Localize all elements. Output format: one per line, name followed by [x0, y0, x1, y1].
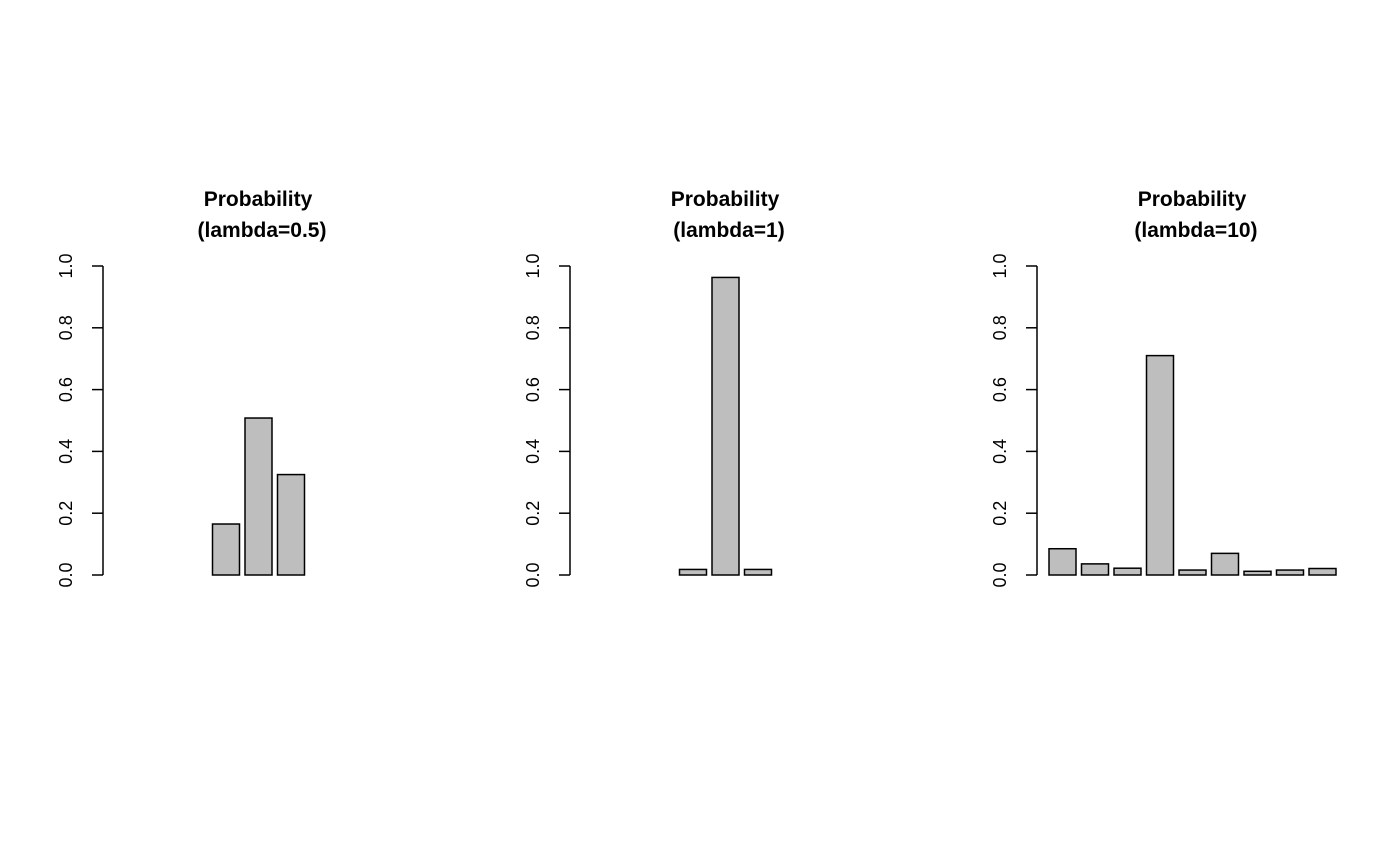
bar [743, 568, 773, 576]
panel-lambda-0-5: Probability (lambda=0.5) 0.0 0.2 0.4 0.6 0.8… [56, 188, 326, 588]
bar [711, 276, 740, 576]
y-tick-label: 0.4 [56, 439, 76, 464]
bar [678, 568, 708, 576]
y-tick-label: 0.6 [523, 377, 543, 402]
bar [1210, 552, 1240, 576]
bar [1275, 569, 1305, 576]
panel-lambda-1: Probability (lambda=1) 0.0 0.2 0.4 0.6 0.8 1.… [523, 188, 785, 588]
y-tick-label: 0.0 [990, 562, 1010, 587]
bars [1048, 354, 1337, 576]
bar [1308, 567, 1337, 576]
panel-title-line-2: (lambda=0.5) [198, 219, 327, 242]
y-tick-label: 0.2 [990, 501, 1010, 526]
panel-title-line-1: Probability [1138, 188, 1247, 211]
y-tick-label: 0.8 [56, 315, 76, 340]
y-axis: 0.0 0.2 0.4 0.6 0.8 1.0 [56, 253, 104, 588]
bar [211, 523, 241, 576]
y-tick-label: 0.6 [56, 377, 76, 402]
bars [678, 276, 773, 576]
bar [1178, 569, 1207, 576]
y-tick-label: 0.6 [990, 377, 1010, 402]
y-axis: 0.0 0.2 0.4 0.6 0.8 1.0 [990, 253, 1038, 588]
panel-title-line-1: Probability [204, 188, 313, 211]
bar [244, 417, 273, 576]
bar [1048, 547, 1077, 576]
y-tick-label: 0.2 [523, 501, 543, 526]
panel-title-line-2: (lambda=1) [673, 219, 784, 242]
bar [1113, 567, 1142, 576]
bars [211, 417, 306, 576]
y-axis: 0.0 0.2 0.4 0.6 0.8 1.0 [523, 253, 571, 588]
panel-lambda-10: Probability (lambda=10) 0.0 0.2 0.4 0.6 0.8 1… [990, 188, 1337, 588]
bar [1243, 570, 1272, 576]
y-tick-label: 0.8 [523, 315, 543, 340]
y-tick-label: 0.0 [56, 562, 76, 587]
y-tick-label: 0.4 [990, 439, 1010, 464]
y-tick-label: 1.0 [990, 253, 1010, 278]
y-tick-label: 0.8 [990, 315, 1010, 340]
y-tick-label: 1.0 [523, 253, 543, 278]
y-tick-label: 0.0 [523, 562, 543, 587]
bar [276, 473, 306, 576]
bar [1145, 354, 1175, 576]
panel-title-line-2: (lambda=10) [1134, 219, 1257, 242]
y-tick-label: 0.2 [56, 501, 76, 526]
y-tick-label: 1.0 [56, 253, 76, 278]
bar [1080, 563, 1110, 576]
panel-title-line-1: Probability [671, 188, 780, 211]
y-tick-label: 0.4 [523, 439, 543, 464]
